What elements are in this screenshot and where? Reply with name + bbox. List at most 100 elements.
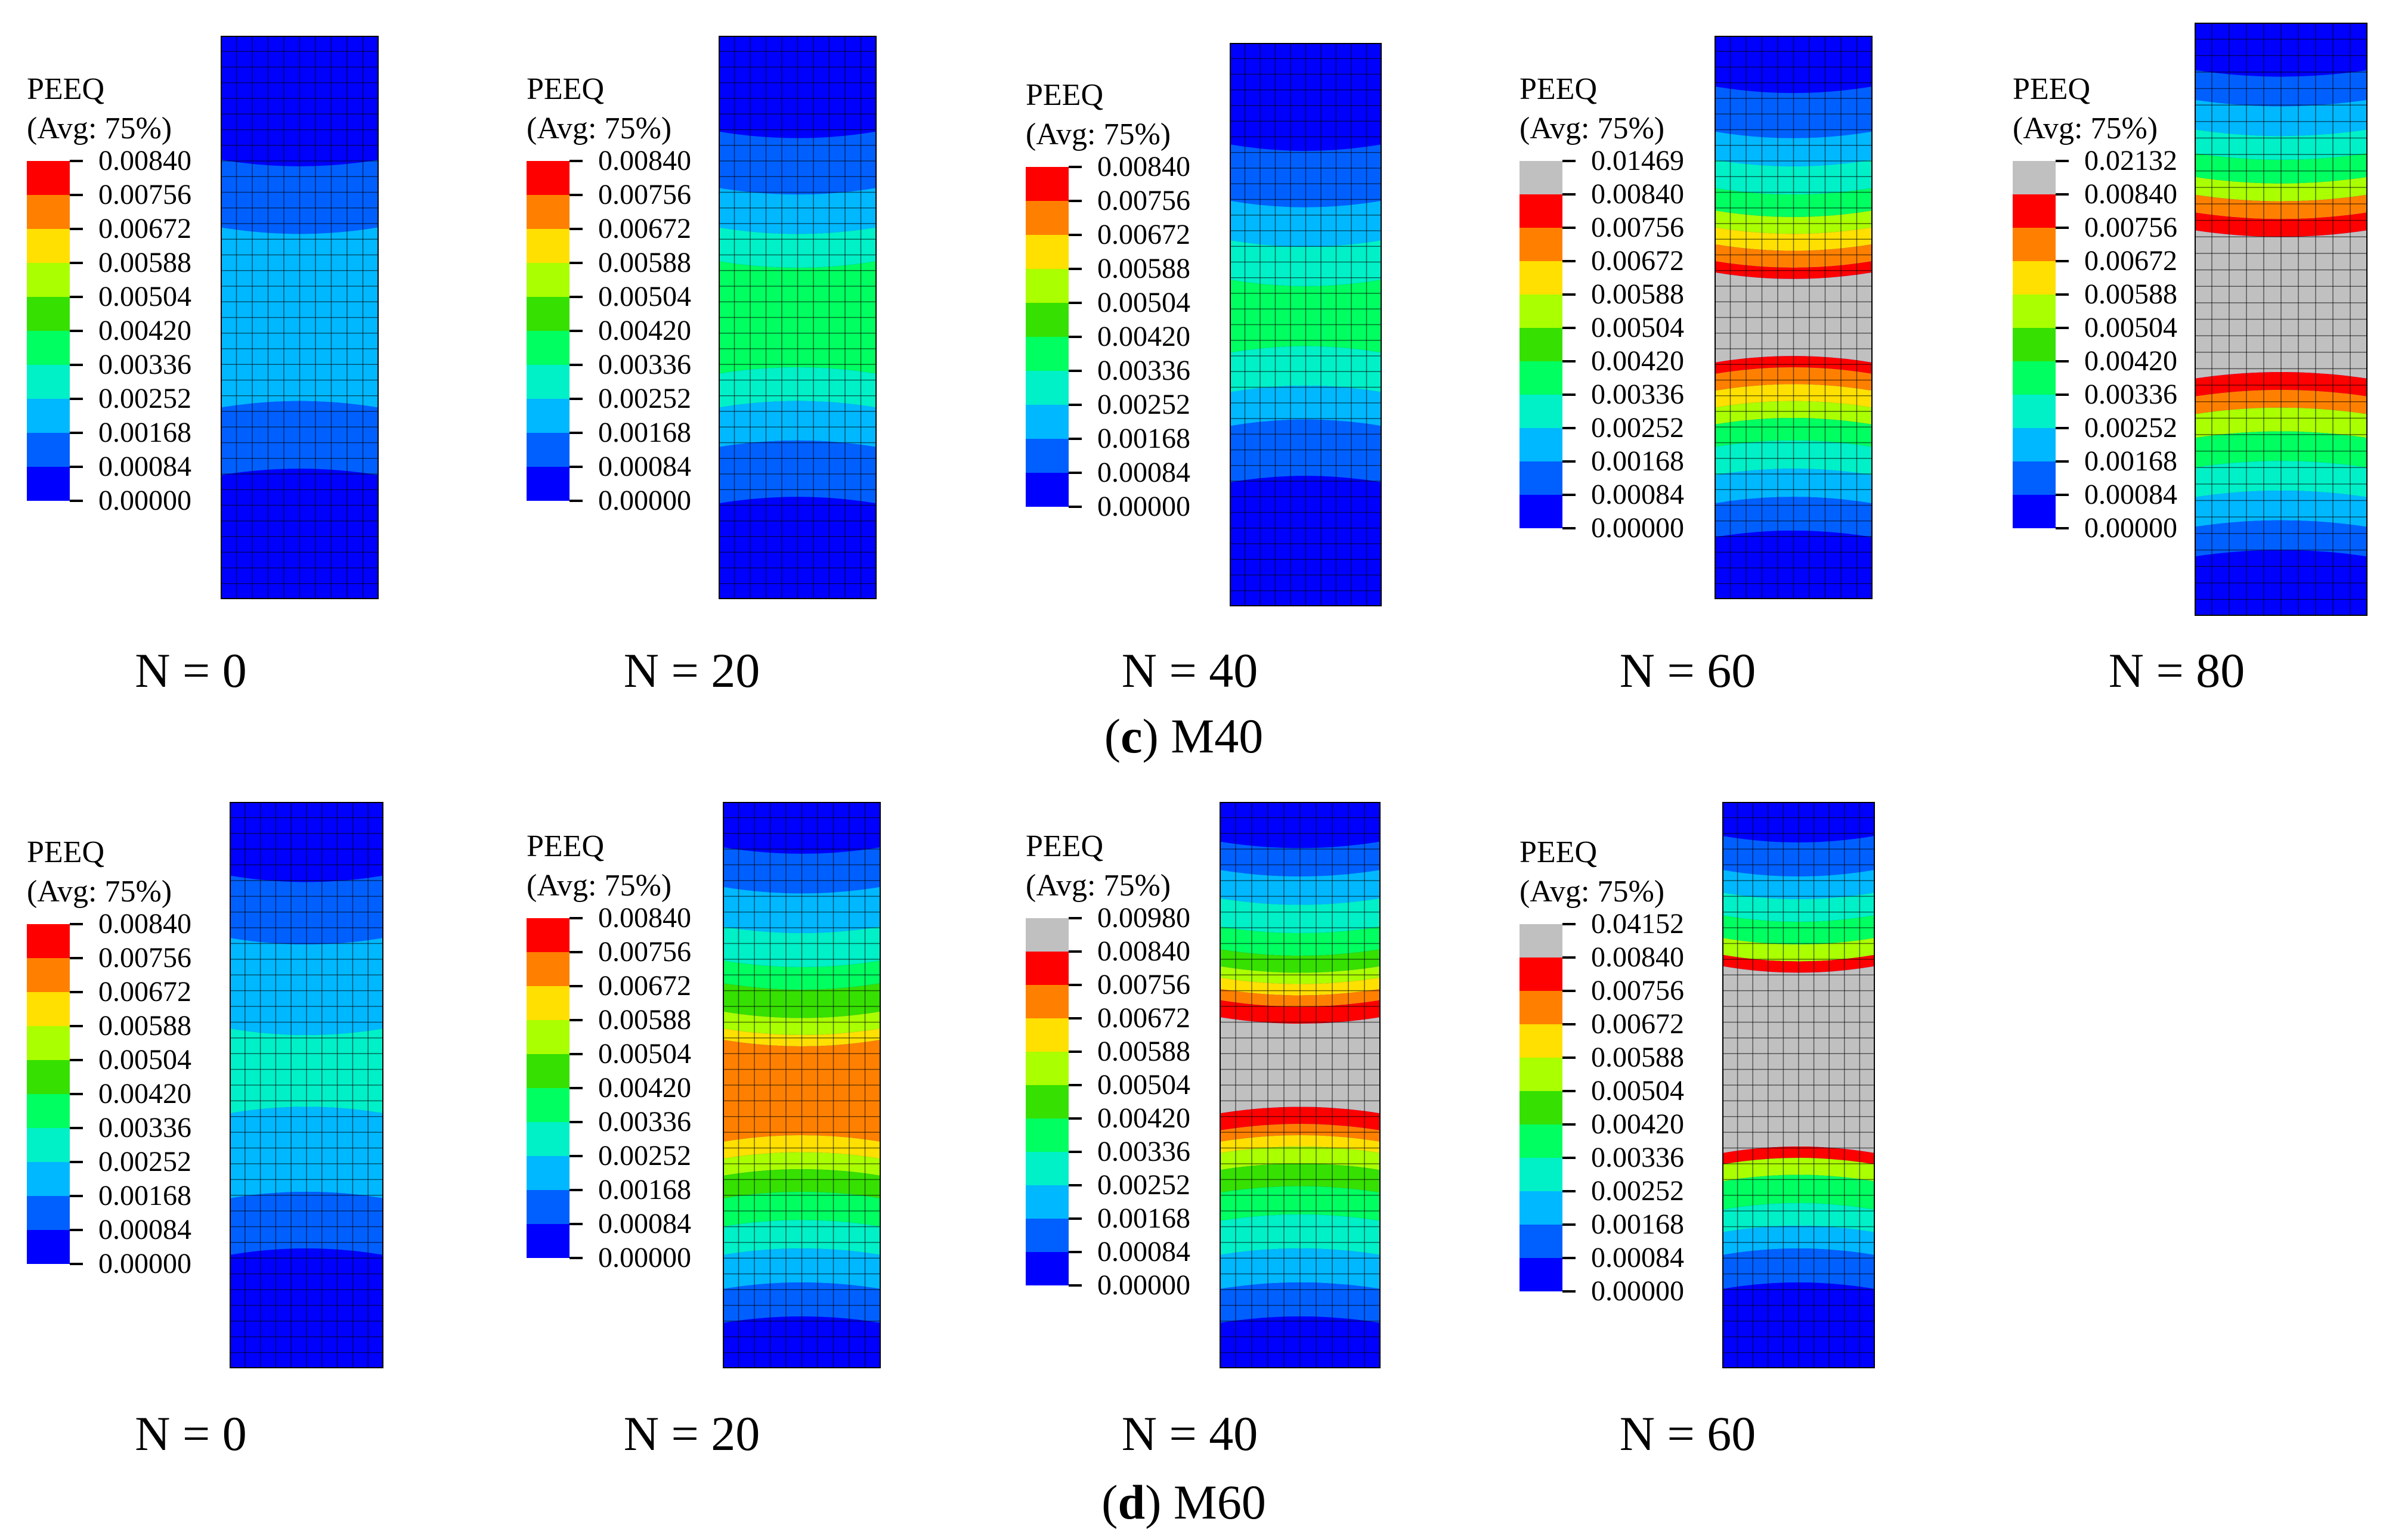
legend-value: 0.00588 [98,247,191,278]
legend-value: 0.00756 [1591,975,1684,1006]
step-label: N = 0 [135,1406,247,1461]
legend-swatch [1520,295,1562,328]
contour-mesh [1715,36,1873,599]
legend-swatch [2013,395,2056,428]
legend-tick [1069,166,1082,168]
contour-mesh [1220,802,1381,1368]
legend-colorbar [27,924,70,1264]
legend-swatch [527,1122,570,1156]
legend-swatch [27,229,70,263]
legend-value: 0.00504 [1591,1075,1684,1107]
mesh-border [2195,23,2368,616]
legend-tick [1562,1056,1576,1059]
legend-value: 0.00756 [2084,212,2177,243]
legend-value: 0.04152 [1591,908,1684,940]
legend-swatch [527,1190,570,1224]
legend-swatch [27,1128,70,1162]
legend-title: PEEQ [527,829,604,863]
legend-tick [70,1195,83,1197]
legend-value: 0.01469 [1591,145,1684,176]
legend-swatch [27,958,70,992]
legend-value: 0.00504 [1097,287,1190,318]
legend-value: 0.00588 [1591,1042,1684,1073]
legend-swatch [2013,261,2056,295]
step-label: N = 20 [623,1406,760,1461]
legend-swatch [1520,194,1562,228]
legend-tick [1069,438,1082,440]
legend-swatch [27,924,70,958]
legend-value: 0.00084 [98,1214,191,1245]
legend-value: 0.00252 [598,383,691,414]
legend-value: 0.00504 [98,281,191,312]
step-label: N = 60 [1619,643,1756,698]
legend-tick [1562,990,1576,992]
mesh-border [230,802,383,1368]
legend-swatch [1520,161,1562,194]
legend-tick [570,1223,583,1225]
legend-swatch [1026,405,1069,439]
legend-tick [70,194,83,196]
legend-tick [570,500,583,502]
legend-swatch [1520,395,1562,428]
legend-colorbar [1520,161,1562,528]
legend-tick [1562,527,1576,529]
legend-subtitle: (Avg: 75%) [527,111,672,145]
legend-value: 0.00168 [1591,1209,1684,1240]
legend-tick [1562,360,1576,362]
legend-value: 0.00672 [98,976,191,1008]
legend-swatch [2013,194,2056,228]
legend-value: 0.00504 [598,1038,691,1070]
step-label: N = 0 [135,643,247,698]
legend-swatch [27,161,70,195]
legend-tick [570,330,583,332]
legend-tick [1069,1184,1082,1186]
legend-swatch [27,1162,70,1196]
legend-value: 0.00504 [598,281,691,312]
legend-tick [2056,293,2069,296]
legend-subtitle: (Avg: 75%) [527,869,672,903]
legend-tick [570,1019,583,1021]
legend-swatch [2013,428,2056,461]
legend-swatch [1520,1058,1562,1091]
legend-colorbar [527,918,570,1258]
legend-tick [1069,1051,1082,1053]
legend-tick [2056,360,2069,362]
legend-tick [2056,227,2069,229]
caption-label: c [1121,709,1143,763]
legend-value: 0.00168 [1591,445,1684,477]
legend-value: 0.00504 [1097,1069,1190,1101]
legend-tick [570,1087,583,1089]
legend-tick [70,330,83,332]
legend-tick [570,1155,583,1157]
legend-swatch [527,1054,570,1088]
legend-tick [1069,268,1082,270]
legend-swatch [527,1156,570,1190]
legend-value: 0.00756 [1591,212,1684,243]
legend-value: 0.00084 [1097,457,1190,488]
legend-tick [1562,1223,1576,1226]
legend-value: 0.00588 [2084,278,2177,310]
legend-swatch [27,263,70,297]
legend-swatch [1026,1118,1069,1152]
legend-colorbar [27,161,70,501]
legend-value: 0.00336 [598,349,691,380]
legend-value: 0.00084 [598,451,691,482]
legend-tick [570,985,583,987]
legend-swatch [27,1196,70,1230]
legend-tick [70,1127,83,1129]
legend-value: 0.00000 [598,485,691,516]
legend-tick [2056,427,2069,429]
legend-swatch [27,467,70,501]
legend-colorbar [1026,918,1069,1285]
legend-subtitle: (Avg: 75%) [27,875,172,909]
legend-value: 0.00840 [1591,178,1684,210]
legend-swatch [27,433,70,467]
legend-swatch [527,433,570,467]
legend-swatch [527,918,570,952]
legend-swatch [2013,295,2056,328]
legend-value: 0.00672 [1097,219,1190,250]
legend-swatch [1026,167,1069,201]
legend-tick [1562,494,1576,496]
legend-value: 0.00588 [598,247,691,278]
legend-tick [570,917,583,919]
